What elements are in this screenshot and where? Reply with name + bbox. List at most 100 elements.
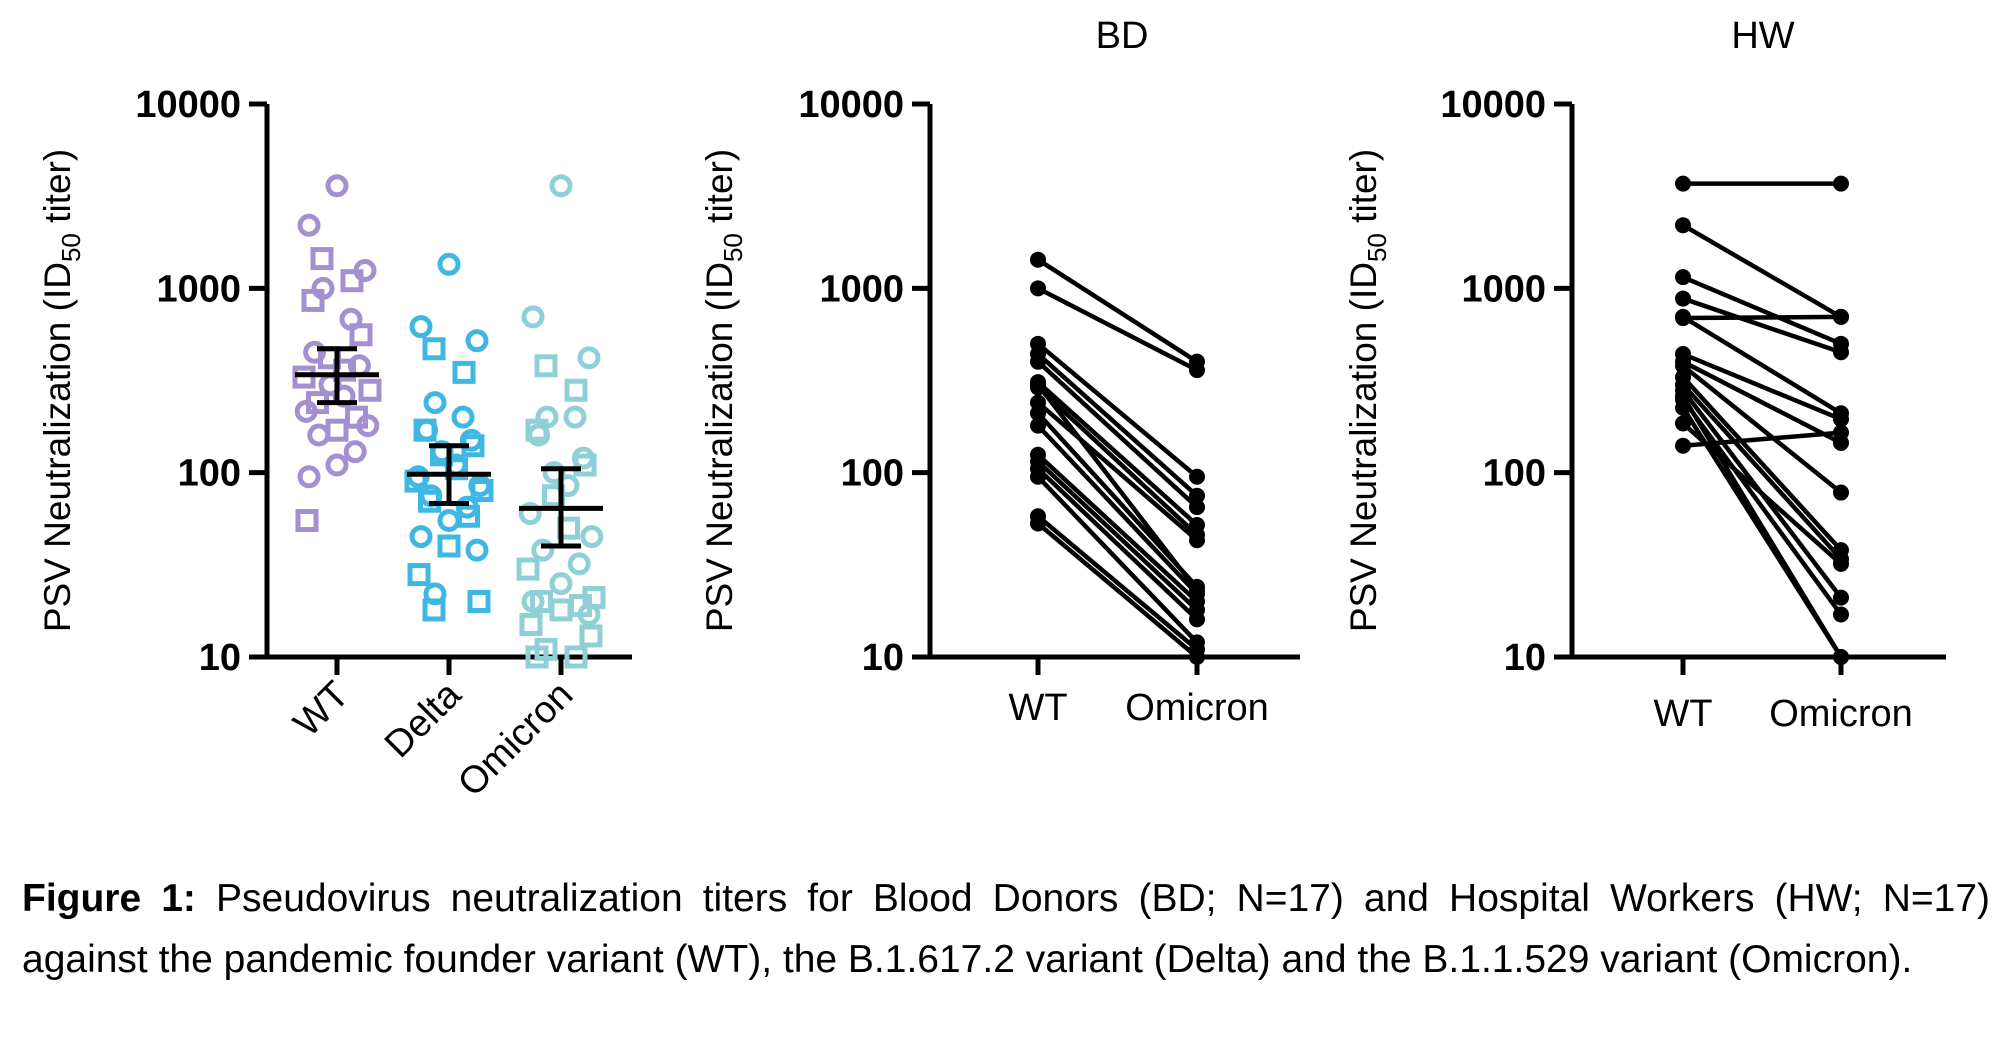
- y-tick-label: 100: [841, 453, 904, 495]
- data-point-square: [345, 405, 368, 429]
- data-point-circle: [563, 405, 587, 429]
- data-point-square: [516, 557, 540, 581]
- paired-line: [1681, 314, 1843, 416]
- data-point-wt: [1675, 310, 1691, 327]
- data-point-omicron: [1833, 424, 1849, 441]
- data-point-square: [422, 337, 446, 361]
- paired-line: [1036, 467, 1199, 622]
- x-tick-label: Delta: [377, 673, 470, 766]
- data-point-square: [467, 590, 491, 614]
- data-point-omicron: [1189, 499, 1205, 516]
- data-point-omicron: [1833, 175, 1849, 192]
- data-point-circle: [577, 346, 601, 370]
- data-point-square: [413, 418, 437, 442]
- data-point-circle: [437, 252, 461, 276]
- data-point-square: [525, 418, 549, 442]
- paired-line: [1036, 286, 1199, 373]
- data-point-omicron: [1833, 555, 1849, 572]
- data-point-omicron: [1189, 582, 1205, 599]
- data-point-omicron: [1833, 484, 1849, 501]
- caption-label: Figure 1:: [22, 877, 196, 920]
- data-point-wt: [1675, 437, 1691, 454]
- paired-line: [1036, 400, 1199, 542]
- panel-variants-scatter: 10 100 1000 10000 PSV Neutralization (ID50 t…: [37, 84, 632, 805]
- y-tick-label: 100: [1483, 453, 1546, 495]
- data-point-circle: [465, 538, 489, 562]
- paired-line: [1682, 296, 1842, 355]
- data-point-circle: [423, 391, 447, 415]
- data-point-wt: [1030, 515, 1046, 532]
- data-point-circle: [580, 525, 604, 549]
- data-point-square: [349, 323, 373, 347]
- figure-panels: 10 100 1000 10000 PSV Neutralization (ID50 t…: [37, 15, 1946, 805]
- paired-line: [1036, 385, 1199, 537]
- data-point-circle: [303, 340, 327, 364]
- data-point-omicron: [1833, 411, 1849, 428]
- paired-line: [1682, 314, 1842, 321]
- data-point-square: [525, 645, 549, 669]
- y-tick-label: 10: [1504, 637, 1546, 679]
- data-point-circle: [549, 572, 573, 596]
- data-point-omicron: [1833, 589, 1849, 606]
- x-tick-label: WT: [1008, 687, 1067, 729]
- data-point-square: [295, 509, 319, 533]
- data-point-wt: [1030, 376, 1046, 393]
- data-point-circle: [451, 405, 475, 429]
- panel-title: HW: [1731, 15, 1794, 57]
- data-point-circle: [549, 174, 573, 198]
- data-point-omicron: [1189, 532, 1205, 549]
- data-point-circle: [465, 329, 489, 353]
- data-point-wt: [1675, 217, 1691, 234]
- paired-line: [1681, 364, 1843, 495]
- paired-line: [1036, 521, 1199, 659]
- panel-bd-paired: BD 10 100 1000 10000 PSV Neutralization (ID5…: [699, 15, 1300, 729]
- y-tick-label: 10000: [1440, 84, 1546, 126]
- paired-line: [1036, 380, 1199, 527]
- data-point-wt: [1675, 269, 1691, 286]
- data-point-square: [422, 598, 446, 622]
- data-point-circle: [325, 453, 349, 477]
- data-point-wt: [1030, 251, 1046, 268]
- paired-line: [1681, 383, 1843, 561]
- data-point-omicron: [1833, 649, 1849, 665]
- paired-line: [1682, 275, 1842, 346]
- paired-line: [1036, 459, 1199, 612]
- paired-line: [1036, 453, 1199, 604]
- y-axis-label: PSV Neutralization (ID50 titer): [37, 149, 86, 632]
- paired-line: [1681, 375, 1843, 552]
- panel-hw-paired: HW 10 100 1000 10000 PSV Neutralization (ID5…: [1343, 15, 1946, 735]
- x-tick-label: Omicron: [1125, 687, 1269, 729]
- paired-line: [1681, 421, 1843, 566]
- data-point-circle: [437, 509, 461, 533]
- data-point-omicron: [1833, 308, 1849, 325]
- x-tick-label: Omicron: [450, 674, 581, 805]
- data-point-omicron: [1833, 344, 1849, 361]
- data-point-wt: [1675, 388, 1691, 405]
- y-tick-label: 10: [862, 637, 904, 679]
- paired-line: [1036, 352, 1199, 498]
- data-point-circle: [531, 538, 555, 562]
- data-point-circle: [297, 213, 321, 237]
- data-point-circle: [518, 502, 542, 526]
- data-point-circle: [325, 174, 349, 198]
- x-tick-label: WT: [286, 674, 357, 745]
- y-tick-label: 10: [199, 637, 241, 679]
- data-point-square: [564, 378, 588, 402]
- paired-line: [1036, 342, 1199, 479]
- figure-caption: Figure 1: Pseudovirus neutralization tit…: [22, 868, 1990, 990]
- data-point-circle: [567, 552, 591, 576]
- data-point-wt: [1675, 175, 1691, 192]
- paired-line: [1036, 475, 1199, 644]
- y-tick-label: 1000: [156, 268, 241, 310]
- paired-line: [1036, 257, 1199, 364]
- data-point-circle: [297, 465, 321, 489]
- data-point-square: [310, 247, 334, 271]
- data-point-square: [564, 645, 588, 669]
- data-point-wt: [1030, 280, 1046, 297]
- y-tick-label: 1000: [819, 268, 904, 310]
- data-point-square: [579, 624, 603, 648]
- paired-line: [1036, 424, 1199, 596]
- panel-title: BD: [1096, 15, 1149, 57]
- y-axis-label: PSV Neutralization (ID50 titer): [699, 149, 748, 632]
- data-point-wt: [1675, 415, 1691, 432]
